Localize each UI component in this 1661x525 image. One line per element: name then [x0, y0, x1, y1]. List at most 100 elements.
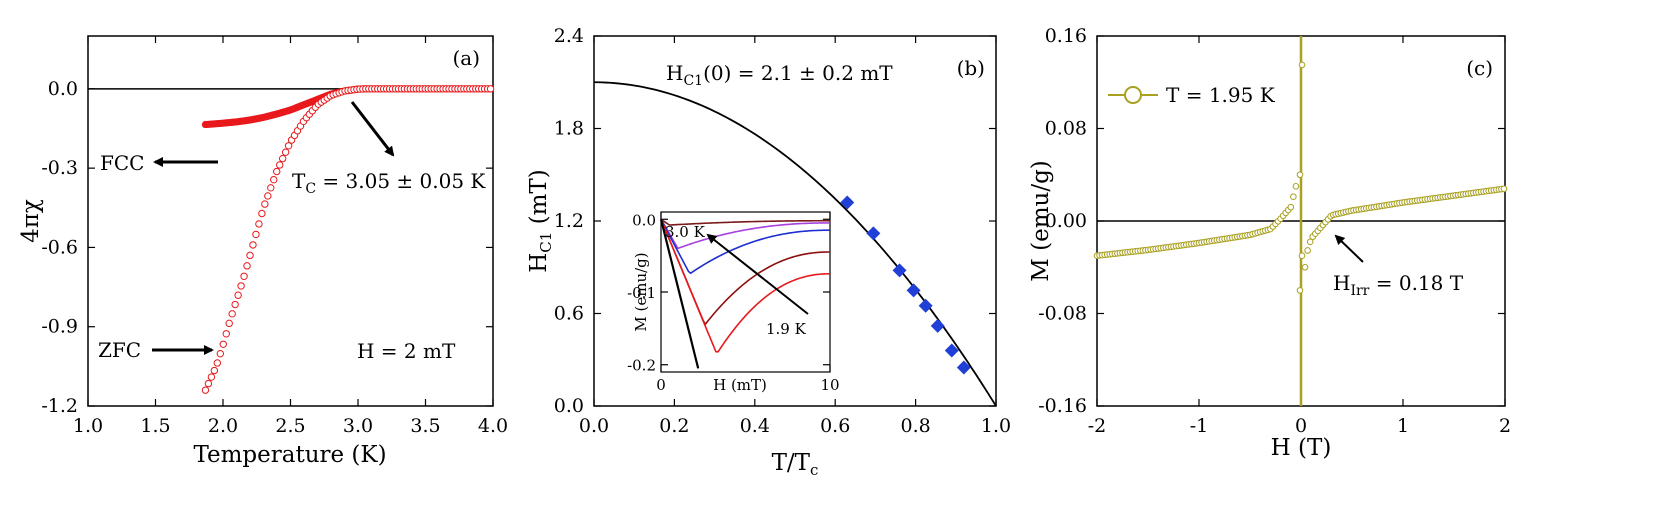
- m-point: [1304, 247, 1311, 254]
- y-tick-label: 0.0: [48, 78, 78, 100]
- y-tick-label: -0.16: [1038, 395, 1087, 417]
- zfc-point: [273, 167, 281, 176]
- data-series: [1093, 36, 1508, 406]
- fcc-label: FCC: [100, 151, 144, 175]
- m-point: [1306, 238, 1314, 246]
- x-tick-label: 0.0: [579, 415, 609, 437]
- zfc-point: [210, 366, 219, 375]
- zfc-point: [267, 184, 275, 192]
- y-tick-label: -0.2: [627, 357, 656, 375]
- zfc-point: [219, 340, 227, 348]
- m-point: [1301, 263, 1309, 271]
- inset-curve: [660, 218, 830, 250]
- zfc-point: [255, 220, 263, 228]
- panel-label: (a): [452, 46, 480, 70]
- zfc-point: [213, 359, 222, 367]
- legend: T = 1.95 K: [1108, 83, 1276, 107]
- y-tick-label: 0.6: [554, 303, 584, 325]
- zfc-point: [222, 330, 230, 338]
- tc-symbol: T: [292, 169, 306, 193]
- hc1-point: [840, 195, 855, 210]
- fit-annotation: HC1(0) = 2.1 ± 0.2 mT: [666, 61, 893, 89]
- zfc-point: [207, 373, 216, 381]
- y-axis-label: 4πχ: [18, 199, 44, 243]
- zfc-point: [246, 251, 254, 260]
- y-tick-label: -0.6: [41, 236, 78, 258]
- inset-label-low: 1.9 K: [766, 320, 807, 338]
- x-tick-label: 3.5: [410, 415, 440, 437]
- y-axis-label: HC1 (mT): [526, 169, 555, 273]
- hc1-point: [866, 226, 881, 241]
- zfc-point: [228, 310, 236, 318]
- m-point: [1298, 252, 1306, 259]
- panel-b: 0.0 0.2 0.4 0.6 0.8 1.0 0.0 0.6 1.2 1.8 2.4 T/Tc H…: [526, 25, 1011, 479]
- hirr-annotation: HIrr = 0.18 T: [1333, 271, 1464, 299]
- m-point: [1290, 193, 1297, 201]
- data-series: [593, 81, 997, 407]
- y-tick-label: 1.8: [554, 118, 584, 140]
- x-tick-label: 1.5: [140, 415, 170, 437]
- y-tick-label: 0.00: [1045, 210, 1087, 232]
- zfc-point: [201, 386, 210, 394]
- y-tick-label: -0.08: [1038, 303, 1087, 325]
- x-tick-label: 3.0: [343, 415, 373, 437]
- zfc-point: [278, 154, 287, 163]
- m-point: [1287, 203, 1295, 211]
- panel-label: (c): [1466, 56, 1493, 80]
- y-tick-label: 1.2: [554, 210, 584, 232]
- x-tick-label: 0: [1295, 415, 1307, 437]
- y-axis-label-unit: (mT): [526, 169, 552, 231]
- y-tick-label: 0.08: [1045, 118, 1087, 140]
- tc-annotation: TC = 3.05 ± 0.05 K: [292, 169, 486, 197]
- inset-y-label: M (emu/g): [632, 252, 650, 331]
- x-tick-label: 1: [1397, 415, 1409, 437]
- x-tick-label: 0.8: [900, 415, 930, 437]
- x-tick-label: 0.6: [820, 415, 850, 437]
- zfc-point: [237, 282, 245, 290]
- inset-x-label: H (mT): [713, 376, 767, 394]
- axis-ticks: 1.0 1.5 2.0 2.5 3.0 3.5 4.0 0.0 -0.3 -0.6 -0.9 -1.2: [41, 36, 508, 437]
- zfc-point: [258, 209, 266, 218]
- zfc-point: [276, 161, 284, 169]
- hc1-point: [918, 298, 933, 313]
- tc-subscript: C: [305, 181, 316, 197]
- x-axis-label: H (T): [1271, 435, 1332, 461]
- inset-curve: [660, 218, 830, 226]
- x-axis-label: Temperature (K): [193, 442, 386, 468]
- hirr-subscript: Irr: [1350, 283, 1369, 299]
- y-tick-label: -0.1: [627, 284, 656, 302]
- zfc-point: [252, 230, 260, 239]
- legend-label: T = 1.95 K: [1166, 83, 1276, 107]
- hc1-point: [944, 343, 959, 358]
- axis-ticks: 0.0 0.2 0.4 0.6 0.8 1.0 0.0 0.6 1.2 1.8 2.4: [554, 25, 1011, 437]
- x-axis-label-main: T/T: [772, 450, 811, 476]
- zfc-point: [225, 319, 233, 328]
- hc1-point: [892, 263, 907, 278]
- y-tick-label: -0.3: [41, 157, 78, 179]
- y-tick-label: 2.4: [554, 25, 584, 47]
- x-tick-label: 2: [1499, 415, 1511, 437]
- y-tick-label: 0.16: [1045, 25, 1087, 47]
- inset-frame: [660, 211, 831, 373]
- panel-c: -2 -1 0 1 2 0.16 0.08 0.00 -0.08 -0.16 H (T) M (e…: [1028, 25, 1511, 461]
- tc-arrow: [350, 101, 395, 157]
- x-tick-label: 2.0: [208, 415, 238, 437]
- axis-ticks: -2 -1 0 1 2 0.16 0.08 0.00 -0.08 -0.16: [1038, 25, 1511, 437]
- x-tick-label: 4.0: [478, 415, 508, 437]
- zfc-point: [284, 142, 293, 150]
- data-series: [88, 85, 495, 394]
- x-tick-label: -1: [1190, 415, 1209, 437]
- legend-marker: [1124, 86, 1142, 104]
- m-point: [1296, 287, 1304, 294]
- x-axis-label-sub: c: [810, 461, 818, 479]
- inset-arrow: [706, 233, 809, 315]
- inset-curve: [660, 218, 831, 275]
- x-tick-label: 2.5: [275, 415, 305, 437]
- zfc-point: [204, 379, 213, 388]
- x-tick-label: 1.0: [981, 415, 1011, 437]
- m-point: [1292, 183, 1300, 190]
- y-axis-label: M (emu/g): [1028, 160, 1054, 282]
- hirr-arrow: [1334, 234, 1364, 263]
- zfc-point: [264, 192, 272, 200]
